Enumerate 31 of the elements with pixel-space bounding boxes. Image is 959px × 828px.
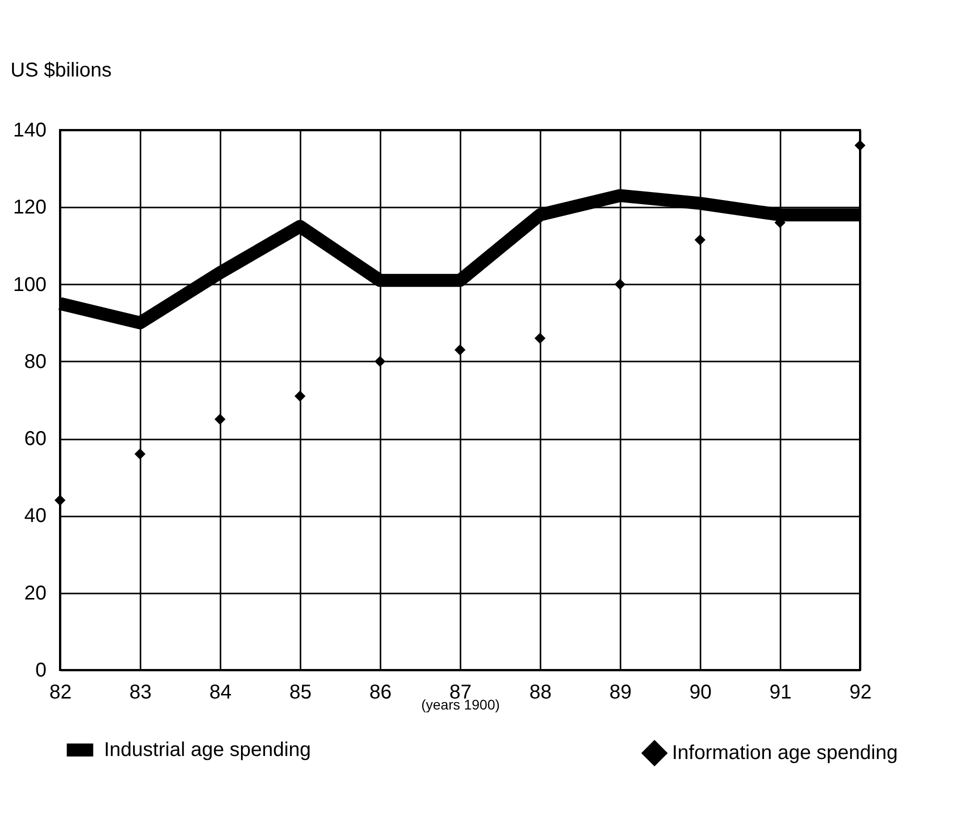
y-tick-label: 80 bbox=[24, 350, 46, 373]
y-tick-label: 140 bbox=[13, 120, 46, 142]
x-tick-label: 90 bbox=[689, 682, 712, 704]
y-tick-label: 100 bbox=[13, 274, 46, 296]
x-tick-label: 91 bbox=[769, 682, 792, 704]
x-tick-label: 92 bbox=[849, 682, 872, 704]
x-tick-label: 84 bbox=[209, 682, 232, 704]
y-tick-label: 60 bbox=[24, 428, 46, 450]
x-tick-label: 83 bbox=[129, 682, 152, 704]
x-tick-label: 85 bbox=[289, 682, 312, 704]
point bbox=[134, 448, 146, 460]
point bbox=[54, 494, 66, 506]
x-tick-label: 82 bbox=[49, 682, 72, 704]
legend-label: Information age spending bbox=[672, 742, 898, 764]
x-tick-label: 86 bbox=[369, 682, 392, 704]
y-tick-label: 20 bbox=[24, 582, 46, 604]
x-tick-label: 88 bbox=[529, 682, 552, 704]
point bbox=[534, 332, 546, 344]
point bbox=[854, 140, 866, 151]
point bbox=[294, 390, 306, 402]
point bbox=[374, 356, 386, 367]
y-tick-label: 40 bbox=[24, 505, 46, 528]
y-tick-label: 120 bbox=[13, 196, 46, 219]
point bbox=[694, 234, 706, 246]
y-axis-title: US $bilions bbox=[10, 60, 112, 82]
point bbox=[214, 414, 226, 425]
x-tick-label: 89 bbox=[609, 682, 632, 704]
point bbox=[454, 344, 466, 356]
y-tick-label: 0 bbox=[35, 660, 46, 682]
point bbox=[614, 278, 626, 290]
legend-label: Industrial age spending bbox=[104, 739, 311, 761]
